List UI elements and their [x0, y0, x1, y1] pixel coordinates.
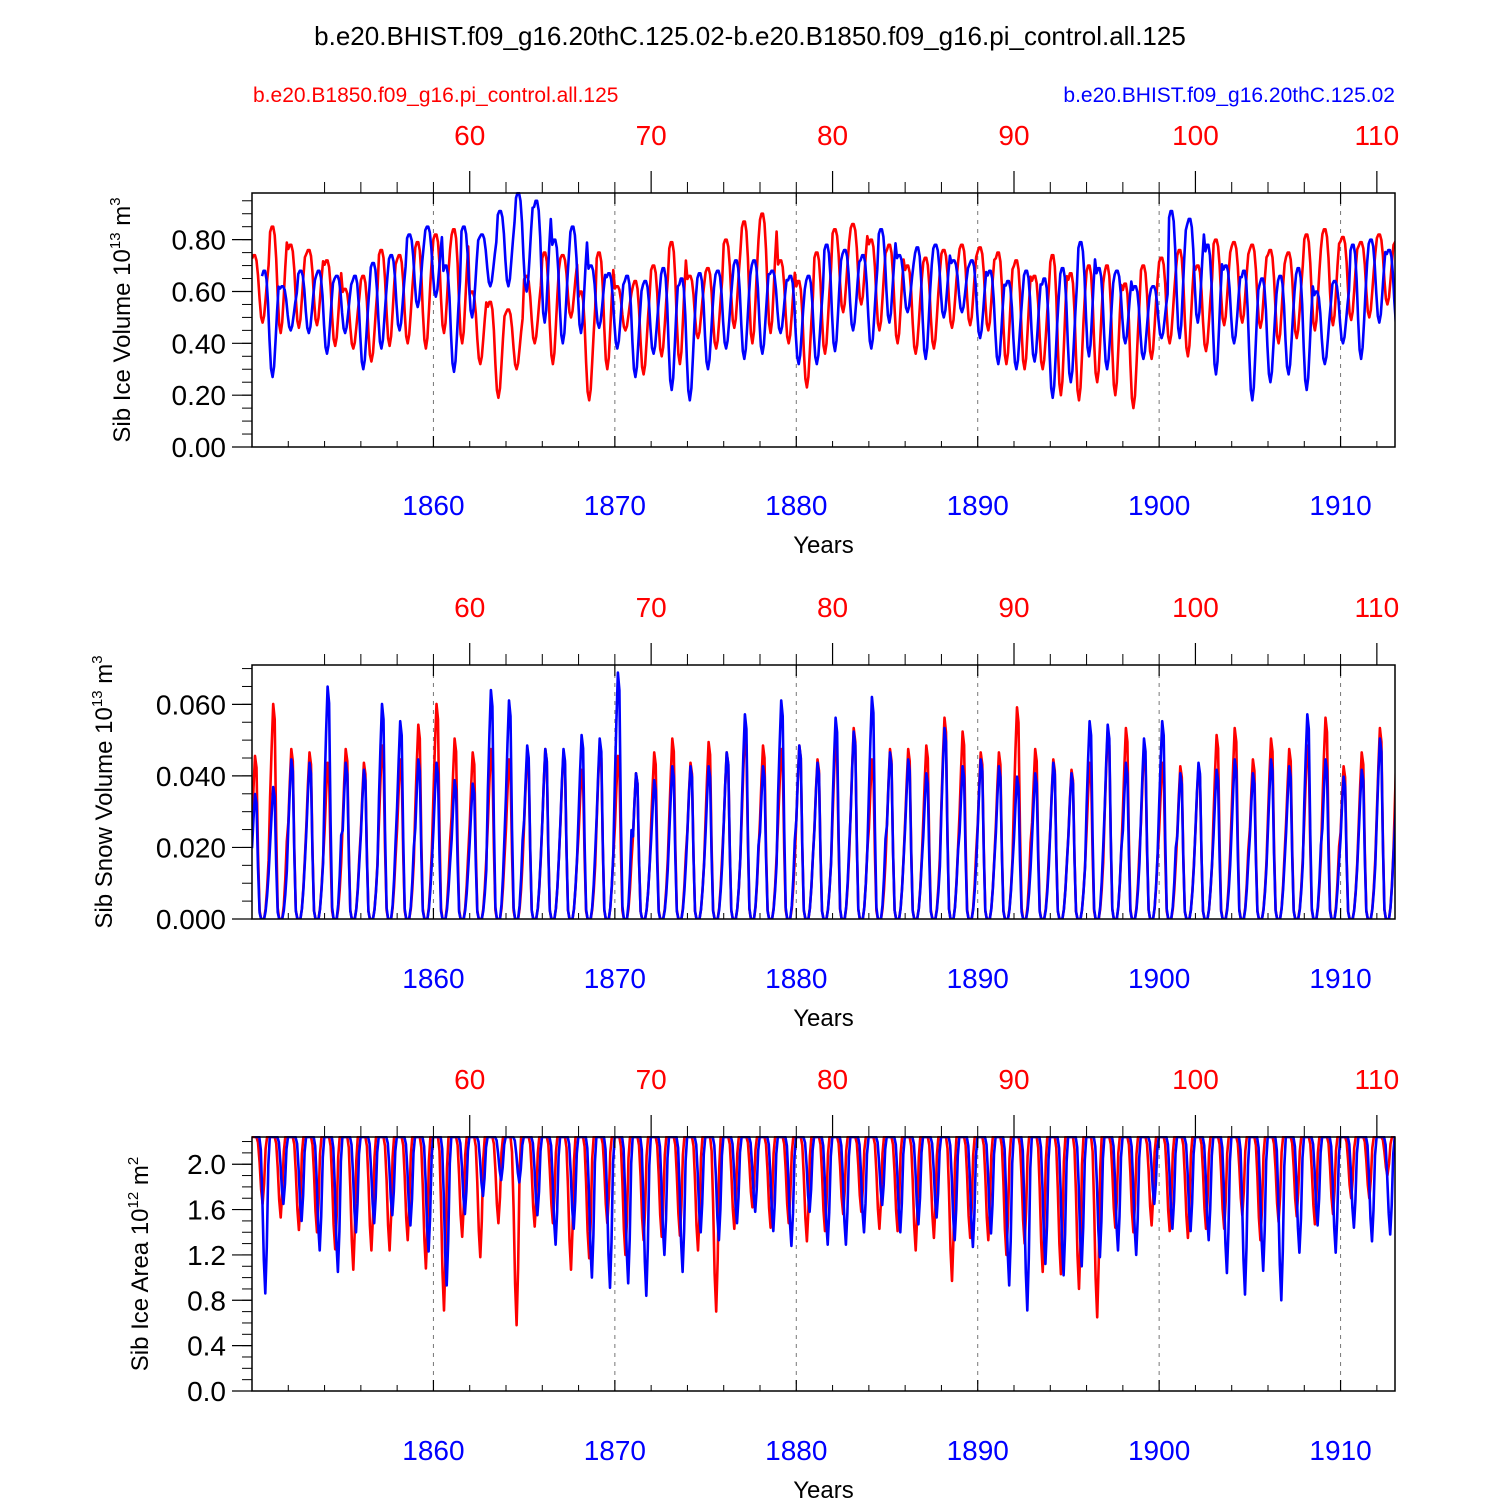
x-tick-label-top: 90: [998, 120, 1029, 151]
y-tick-label: 0.8: [187, 1285, 226, 1316]
x-axis-label: Years: [793, 532, 854, 559]
y-axis-label: Sib Snow Volume 1013 m3: [89, 655, 118, 928]
y-tick-label: 0.4: [187, 1331, 226, 1362]
y-tick-label: 0.00: [172, 432, 227, 463]
y-tick-label: 2.0: [187, 1149, 226, 1180]
chart-panels: 1860 1870 1880 1890 1900 1910 60 70 80 90 100 110 0.…: [89, 120, 1400, 1500]
x-tick-label-top: 100: [1172, 592, 1219, 623]
y-tick-label: 0.060: [156, 689, 226, 720]
y-tick-label: 0.0: [187, 1376, 226, 1407]
x-tick-label-bottom: 1880: [765, 490, 827, 521]
y-tick-label: 1.6: [187, 1195, 226, 1226]
y-axis-label: Sib Ice Area 1012 m2: [125, 1157, 154, 1371]
figure-title: b.e20.BHIST.f09_g16.20thC.125.02-b.e20.B…: [314, 21, 1186, 51]
x-tick-label-top: 80: [817, 592, 848, 623]
x-tick-label-top: 70: [636, 592, 667, 623]
x-tick-label-bottom: 1900: [1128, 963, 1190, 994]
plot-frame: [251, 1136, 1396, 1392]
x-tick-label-top: 60: [454, 120, 485, 151]
y-tick-label: 0.020: [156, 832, 226, 863]
x-tick-label-bottom: 1860: [402, 490, 464, 521]
y-axis-label: Sib Ice Volume 1013 m3: [107, 197, 136, 442]
series-line-control: [252, 212, 1395, 410]
x-tick-label-top: 100: [1172, 1064, 1219, 1095]
x-tick-label-top: 100: [1172, 120, 1219, 151]
x-tick-label-top: 60: [454, 592, 485, 623]
x-tick-label-top: 90: [998, 592, 1029, 623]
y-tick-label: 0.60: [172, 276, 227, 307]
series-line-hist: [260, 192, 1395, 402]
x-tick-label-top: 70: [636, 1064, 667, 1095]
x-tick-label-bottom: 1870: [584, 1435, 646, 1466]
chart-panel-2: 1860 1870 1880 1890 1900 1910 60 70 80 90 100 110 0.…: [89, 592, 1400, 1032]
x-tick-label-bottom: 1900: [1128, 1435, 1190, 1466]
x-tick-label-bottom: 1860: [402, 963, 464, 994]
x-tick-label-top: 80: [817, 120, 848, 151]
x-tick-label-bottom: 1890: [947, 1435, 1009, 1466]
x-axis-label: Years: [793, 1005, 854, 1032]
x-tick-label-bottom: 1910: [1309, 963, 1371, 994]
x-tick-label-top: 110: [1355, 592, 1400, 623]
y-tick-label: 0.000: [156, 904, 226, 935]
x-tick-label-bottom: 1910: [1309, 490, 1371, 521]
x-tick-label-top: 90: [998, 1064, 1029, 1095]
chart-panel-3: 1860 1870 1880 1890 1900 1910 60 70 80 90 100 110 0.…: [125, 1064, 1400, 1500]
x-tick-label-bottom: 1890: [947, 963, 1009, 994]
y-tick-label: 0.40: [172, 328, 227, 359]
plot-frame: [251, 192, 1396, 448]
x-tick-label-bottom: 1860: [402, 1435, 464, 1466]
x-tick-label-bottom: 1900: [1128, 490, 1190, 521]
y-tick-label: 1.2: [187, 1240, 226, 1271]
chart-panel-1: 1860 1870 1880 1890 1900 1910 60 70 80 90 100 110 0.…: [107, 120, 1400, 559]
x-tick-label-top: 110: [1355, 120, 1400, 151]
series-line-hist: [252, 671, 1395, 919]
x-tick-label-bottom: 1890: [947, 490, 1009, 521]
legend-hist-label: b.e20.BHIST.f09_g16.20thC.125.02: [1063, 84, 1395, 107]
x-tick-label-bottom: 1870: [584, 490, 646, 521]
y-tick-label: 0.040: [156, 761, 226, 792]
legend-control-label: b.e20.B1850.f09_g16.pi_control.all.125: [253, 84, 618, 107]
y-tick-label: 0.20: [172, 380, 227, 411]
x-tick-label-bottom: 1870: [584, 963, 646, 994]
x-tick-label-top: 70: [636, 120, 667, 151]
x-tick-label-top: 60: [454, 1064, 485, 1095]
x-tick-label-bottom: 1880: [765, 1435, 827, 1466]
x-axis-label: Years: [793, 1477, 854, 1500]
x-tick-label-bottom: 1880: [765, 963, 827, 994]
y-tick-label: 0.80: [172, 225, 227, 256]
x-tick-label-bottom: 1910: [1309, 1435, 1371, 1466]
plot-frame: [251, 664, 1396, 920]
x-tick-label-top: 80: [817, 1064, 848, 1095]
x-tick-label-top: 110: [1355, 1064, 1400, 1095]
